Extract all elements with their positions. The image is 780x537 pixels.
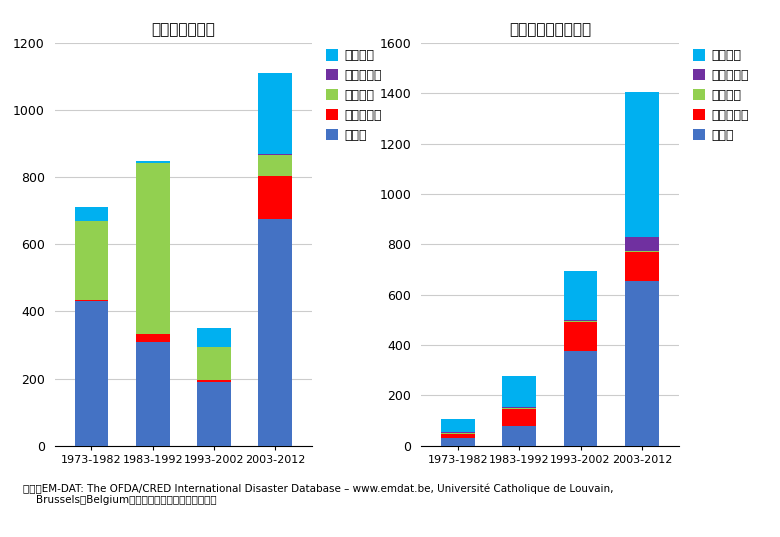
- Bar: [564, 271, 597, 320]
- Bar: [258, 73, 292, 154]
- Bar: [502, 408, 536, 409]
- Bar: [502, 407, 536, 408]
- Bar: [564, 320, 597, 321]
- Bar: [258, 219, 292, 446]
- Bar: [258, 176, 292, 219]
- Bar: [625, 92, 658, 237]
- Legend: アメリカ, オセアニア, アフリカ, ヨーロッパ, アジア: アメリカ, オセアニア, アフリカ, ヨーロッパ, アジア: [693, 49, 749, 142]
- Title: 被害額（十億ドル）: 被害額（十億ドル）: [509, 23, 591, 38]
- Bar: [625, 252, 658, 281]
- Bar: [136, 162, 169, 163]
- Bar: [258, 154, 292, 155]
- Bar: [564, 351, 597, 446]
- Bar: [136, 334, 169, 342]
- Legend: アメリカ, オセアニア, アフリカ, ヨーロッパ, アジア: アメリカ, オセアニア, アフリカ, ヨーロッパ, アジア: [326, 49, 382, 142]
- Bar: [441, 432, 475, 433]
- Bar: [625, 237, 658, 251]
- Bar: [502, 425, 536, 446]
- Bar: [502, 376, 536, 407]
- Bar: [197, 347, 231, 380]
- Bar: [197, 380, 231, 382]
- Bar: [441, 419, 475, 432]
- Bar: [75, 301, 108, 446]
- Bar: [197, 328, 231, 347]
- Bar: [441, 433, 475, 434]
- Bar: [136, 163, 169, 334]
- Bar: [258, 155, 292, 176]
- Bar: [441, 438, 475, 446]
- Text: 出典：EM-DAT: The OFDA/CRED International Disaster Database – www.emdat.be, Univers: 出典：EM-DAT: The OFDA/CRED International D…: [23, 483, 614, 505]
- Bar: [625, 281, 658, 446]
- Bar: [502, 409, 536, 425]
- Bar: [136, 342, 169, 446]
- Bar: [564, 322, 597, 351]
- Bar: [625, 251, 658, 252]
- Bar: [441, 434, 475, 438]
- Bar: [197, 382, 231, 446]
- Bar: [75, 221, 108, 300]
- Bar: [564, 321, 597, 322]
- Bar: [75, 207, 108, 221]
- Title: 死者数（千人）: 死者数（千人）: [151, 23, 215, 38]
- Bar: [75, 300, 108, 301]
